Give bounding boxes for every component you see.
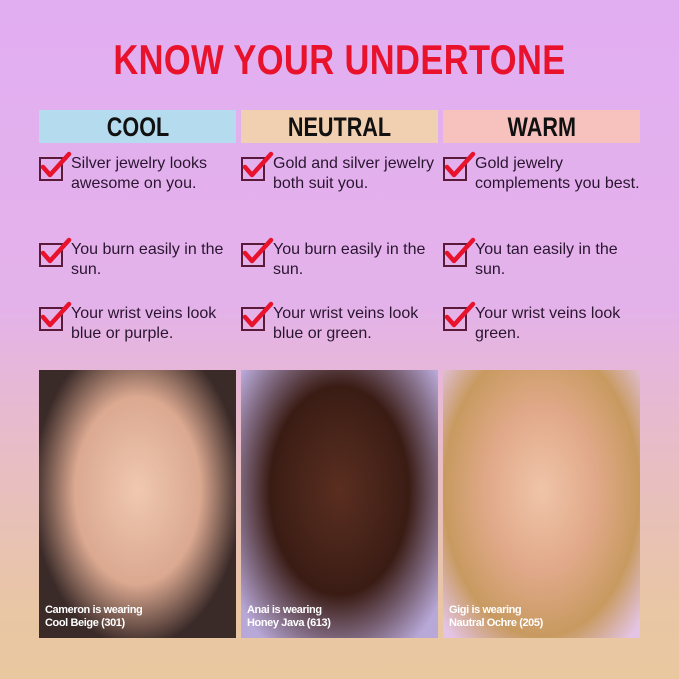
checked-checkbox-icon <box>241 301 274 331</box>
item-text: Silver jewelry looks awesome on you. <box>71 155 208 192</box>
checked-checkbox-icon <box>39 237 72 267</box>
checklist-item: Your wrist veins look blue or purple. <box>39 301 239 343</box>
column-cool: COOL Silver jewelry looks awesome on you… <box>39 110 236 342</box>
header-warm: WARM <box>443 110 640 143</box>
item-text: Gold and silver jewelry both suit you. <box>273 155 434 192</box>
header-cool: COOL <box>39 110 236 143</box>
checklist-item: Your wrist veins look green. <box>443 301 643 343</box>
item-text: Gold jewelry complements you best. <box>475 155 640 192</box>
photo-caption: Gigi is wearing Nautral Ochre (205) <box>449 604 543 629</box>
photo-caption: Cameron is wearing Cool Beige (301) <box>45 604 143 629</box>
checklist-item: You tan easily in the sun. <box>443 237 643 279</box>
checklist-item: Your wrist veins look blue or green. <box>241 301 441 343</box>
header-neutral: NEUTRAL <box>241 110 438 143</box>
checked-checkbox-icon <box>39 301 72 331</box>
checklist-item: Gold jewelry complements you best. <box>443 151 643 193</box>
checklist-item: You burn easily in the sun. <box>241 237 441 279</box>
checked-checkbox-icon <box>241 151 274 181</box>
item-text: You burn easily in the sun. <box>273 241 426 278</box>
item-text: Your wrist veins look blue or purple. <box>71 305 217 342</box>
item-text: Your wrist veins look blue or green. <box>273 305 419 342</box>
checked-checkbox-icon <box>443 237 476 267</box>
item-text: You burn easily in the sun. <box>71 241 224 278</box>
checklist-item: You burn easily in the sun. <box>39 237 239 279</box>
checked-checkbox-icon <box>39 151 72 181</box>
checklist-item: Silver jewelry looks awesome on you. <box>39 151 239 193</box>
photo-caption: Anai is wearing Honey Java (613) <box>247 604 331 629</box>
item-text: Your wrist veins look green. <box>475 305 621 342</box>
model-photo-cool: Cameron is wearing Cool Beige (301) <box>39 370 236 638</box>
column-neutral: NEUTRAL Gold and silver jewelry both sui… <box>241 110 438 342</box>
item-text: You tan easily in the sun. <box>475 241 618 278</box>
column-warm: WARM Gold jewelry complements you best. … <box>443 110 640 342</box>
checklist-item: Gold and silver jewelry both suit you. <box>241 151 441 193</box>
model-photo-warm: Gigi is wearing Nautral Ochre (205) <box>443 370 640 638</box>
checked-checkbox-icon <box>443 301 476 331</box>
checked-checkbox-icon <box>443 151 476 181</box>
checked-checkbox-icon <box>241 237 274 267</box>
model-photo-neutral: Anai is wearing Honey Java (613) <box>241 370 438 638</box>
page-title: KNOW YOUR UNDERTONE <box>113 36 566 83</box>
